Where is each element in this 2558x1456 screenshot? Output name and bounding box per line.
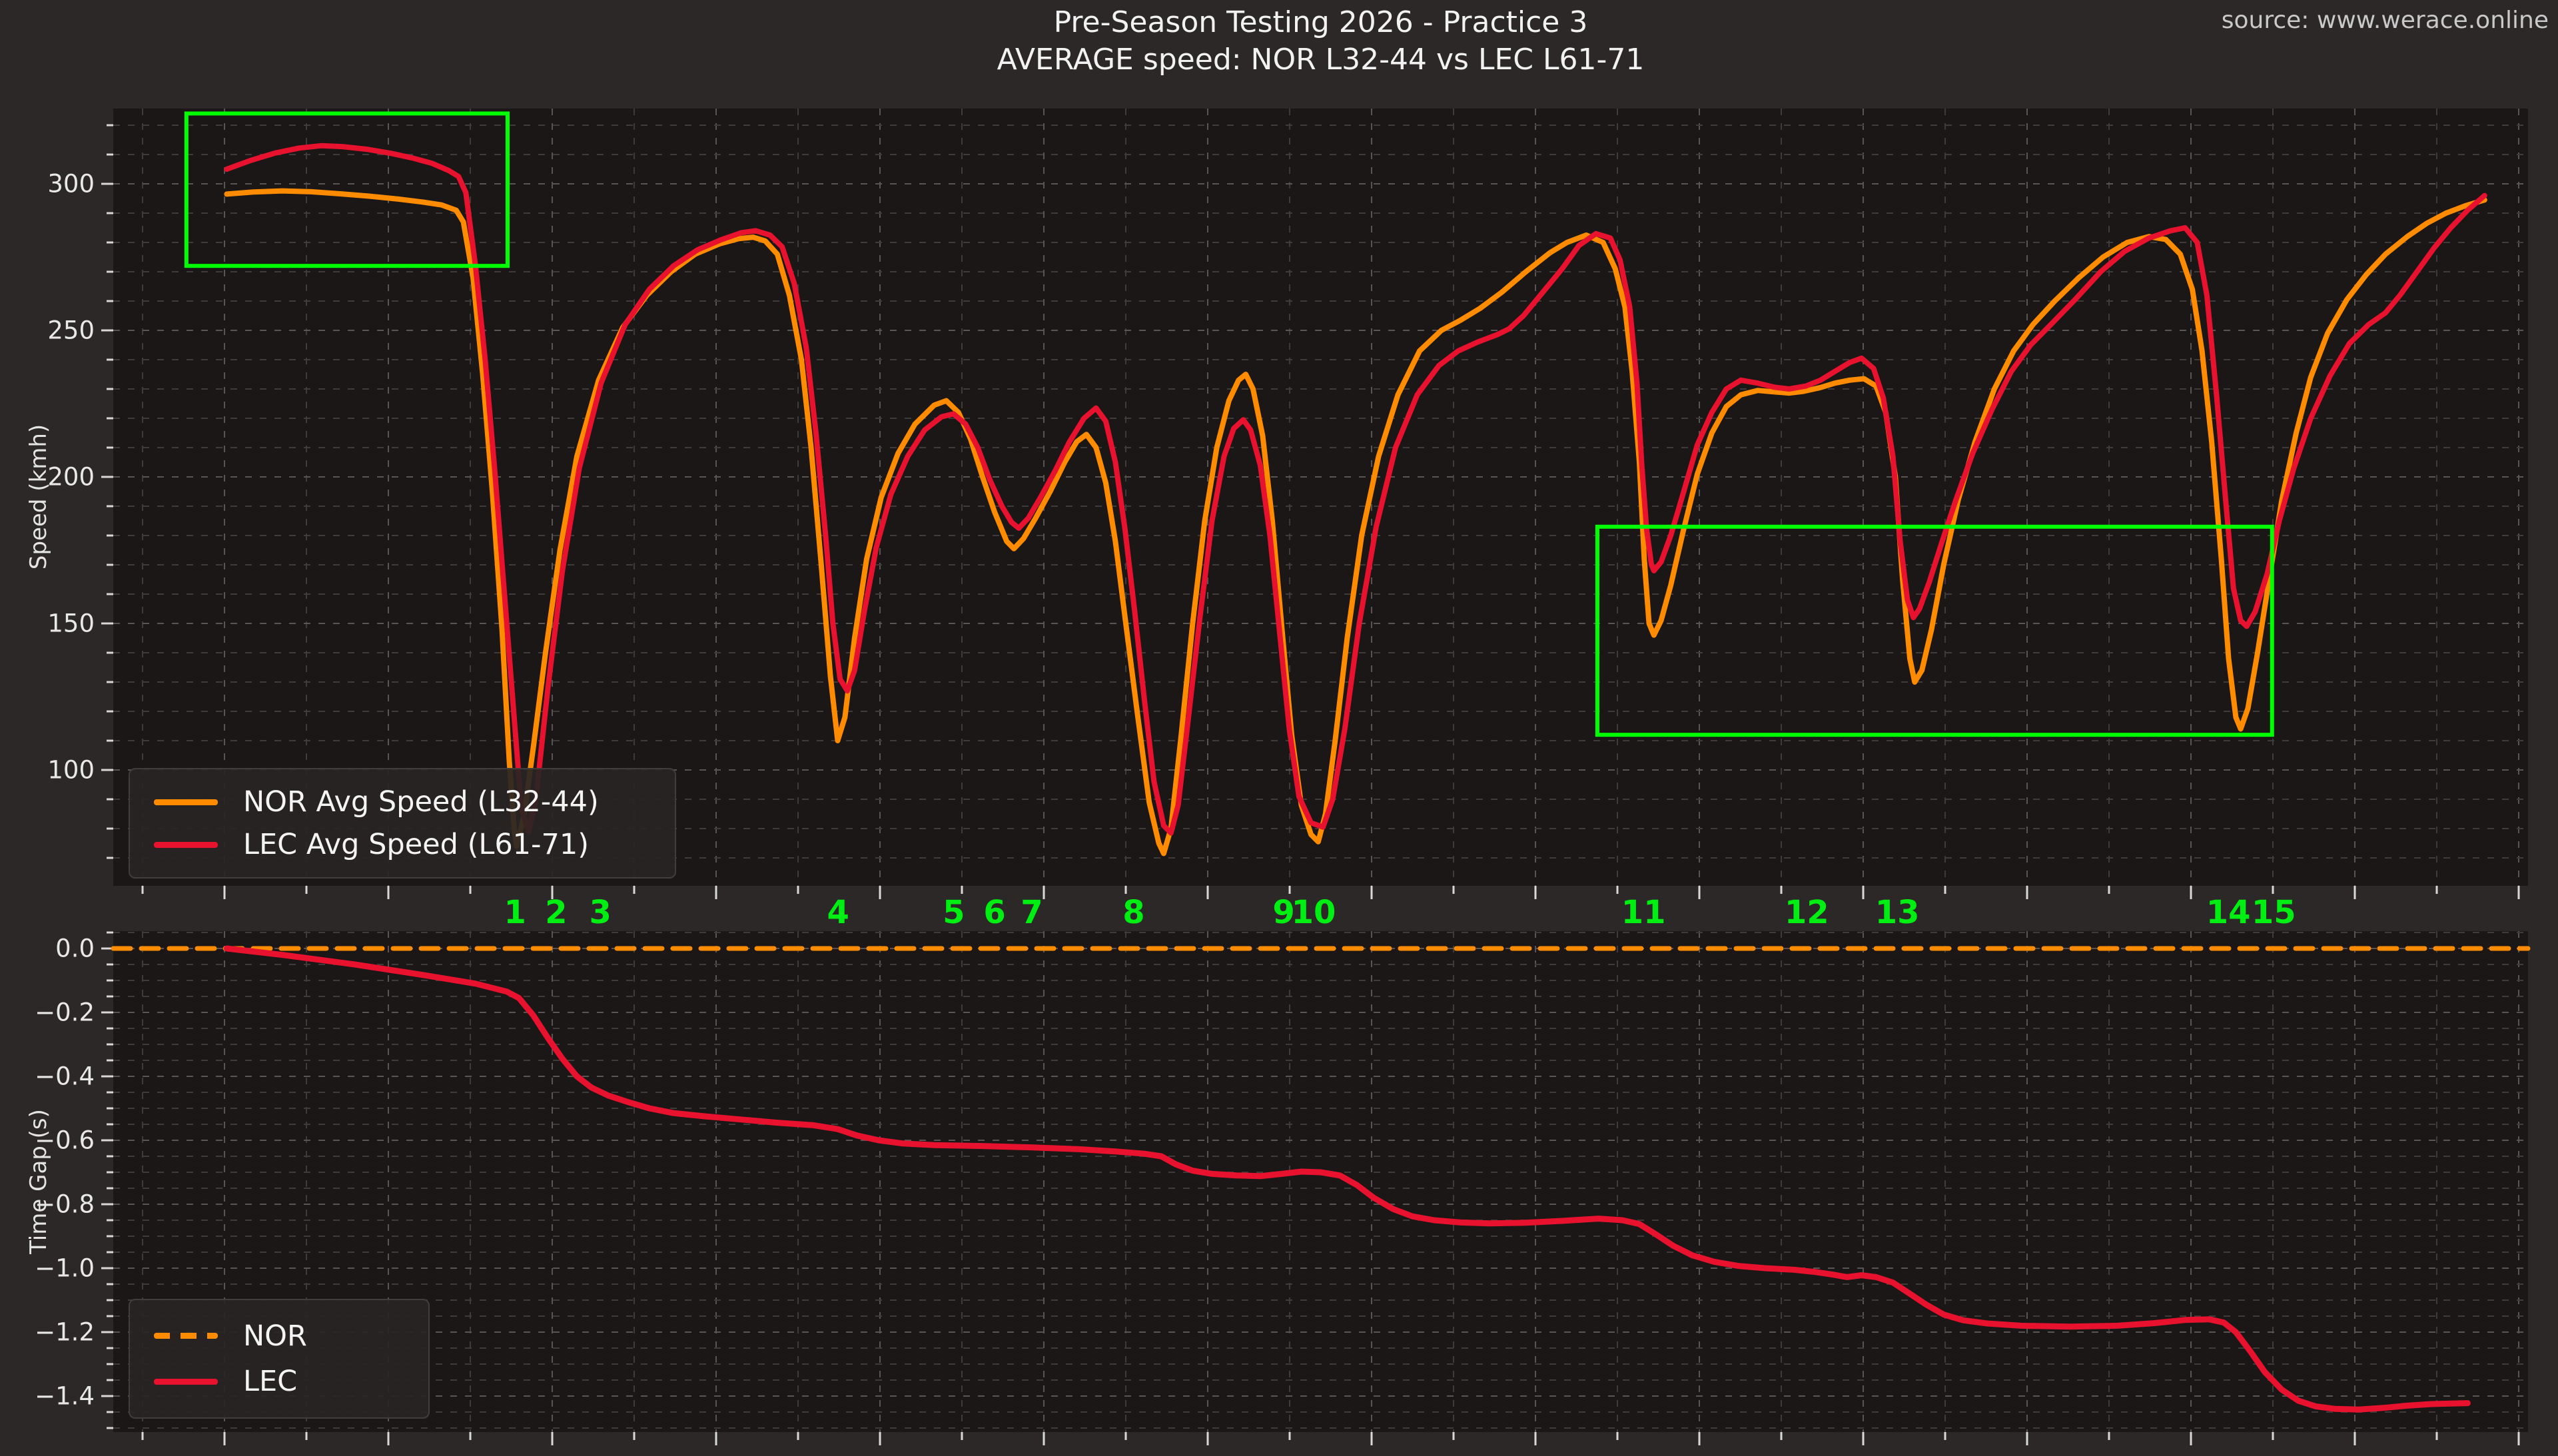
legend-label-lec-gap: LEC bbox=[243, 1365, 298, 1399]
legend-item-lec-speed: LEC Avg Speed (L61-71) bbox=[154, 828, 651, 861]
legend-item-nor-gap: NOR bbox=[154, 1319, 404, 1353]
gap-y-tick-label: −1.0 bbox=[35, 1254, 95, 1283]
gap-y-tick-label: −0.4 bbox=[35, 1062, 95, 1091]
title-line-2: AVERAGE speed: NOR L32-44 vs LEC L61-71 bbox=[997, 43, 1645, 77]
gap-y-tick-label: −0.2 bbox=[35, 998, 95, 1027]
gap-y-tick-label: −0.8 bbox=[35, 1190, 95, 1219]
legend-label-lec-speed: LEC Avg Speed (L61-71) bbox=[243, 828, 590, 861]
gap-legend: NOR LEC bbox=[129, 1299, 430, 1419]
legend-item-nor-speed: NOR Avg Speed (L32-44) bbox=[154, 785, 651, 819]
speed-legend: NOR Avg Speed (L32-44) LEC Avg Speed (L6… bbox=[129, 768, 676, 879]
nor-speed-line bbox=[224, 188, 2487, 857]
speed-y-tick-label: 200 bbox=[47, 463, 95, 492]
speed-y-tick-label: 250 bbox=[47, 316, 95, 345]
speed-y-tick-label: 300 bbox=[47, 170, 95, 198]
speed-highlight-box-2 bbox=[1595, 524, 2274, 737]
speed-y-tick-label: 150 bbox=[47, 609, 95, 638]
corner-label-2: 2 bbox=[545, 894, 567, 931]
gap-y-tick-label: −0.6 bbox=[35, 1126, 95, 1155]
lec-gap-line bbox=[223, 945, 2471, 1413]
corner-label-1: 1 bbox=[504, 894, 526, 931]
corner-label-12: 12 bbox=[1785, 894, 1829, 931]
corner-label-7: 7 bbox=[1021, 894, 1043, 931]
corner-label-3: 3 bbox=[589, 894, 611, 931]
corner-label-5: 5 bbox=[943, 894, 965, 931]
corner-label-11: 11 bbox=[1621, 894, 1666, 931]
source-credit: source: www.werace.online bbox=[2221, 7, 2549, 34]
nor-dashed-line-swatch bbox=[154, 1333, 218, 1339]
gap-y-tick-label: 0.0 bbox=[55, 934, 95, 963]
corner-label-14: 14 bbox=[2206, 894, 2251, 931]
corner-label-6: 6 bbox=[983, 894, 1005, 931]
corner-label-4: 4 bbox=[827, 894, 849, 931]
nor-line-swatch bbox=[154, 799, 218, 805]
legend-label-nor-gap: NOR bbox=[243, 1319, 307, 1353]
speed-y-tick-label: 100 bbox=[47, 756, 95, 785]
gap-y-tick-label: −1.2 bbox=[35, 1318, 95, 1347]
corner-label-13: 13 bbox=[1875, 894, 1920, 931]
corner-label-8: 8 bbox=[1122, 894, 1144, 931]
gap-plot-background bbox=[113, 931, 2528, 1432]
lec-solid-line-swatch bbox=[154, 1378, 218, 1385]
legend-item-lec-gap: LEC bbox=[154, 1365, 404, 1398]
title-line-1: Pre-Season Testing 2026 - Practice 3 bbox=[1053, 5, 1588, 39]
legend-label-nor-speed: NOR Avg Speed (L32-44) bbox=[243, 785, 599, 819]
gap-y-tick-label: −1.4 bbox=[35, 1382, 95, 1411]
speed-y-axis-label: Speed (kmh) bbox=[25, 424, 52, 570]
chart-title: Pre-Season Testing 2026 - Practice 3 AVE… bbox=[113, 4, 2528, 79]
speed-highlight-box-1 bbox=[184, 111, 510, 268]
gap-y-axis-label: Time Gap (s) bbox=[25, 1109, 52, 1254]
corner-label-10: 10 bbox=[1292, 894, 1336, 931]
lec-speed-line bbox=[224, 143, 2487, 836]
corner-label-9: 9 bbox=[1272, 894, 1294, 931]
lec-line-swatch bbox=[154, 841, 218, 848]
corner-label-15: 15 bbox=[2252, 894, 2296, 931]
